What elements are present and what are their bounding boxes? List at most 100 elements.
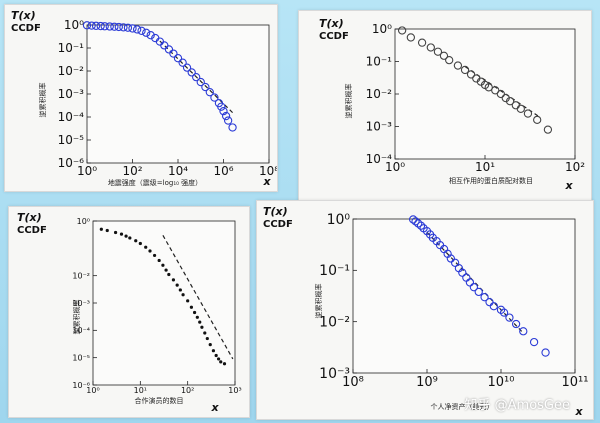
data-point	[446, 254, 455, 263]
x-tick-label: 10⁸	[342, 375, 364, 390]
y-axis-label: 逆累积概率	[314, 284, 323, 319]
data-point	[219, 360, 223, 364]
data-point	[161, 263, 165, 267]
y-tick-label: 10⁻³	[58, 87, 85, 101]
plot-area	[352, 218, 576, 374]
chart-panel-protein: T(x) CCDF 逆累积概率 相互作用的蛋白质配对数目 x 10⁰ 10¹ 10² 10⁰ 10…	[298, 10, 592, 202]
y-tick-label: 10⁰	[64, 18, 84, 32]
y-tick-label: 10⁻¹	[58, 41, 85, 55]
data-point	[216, 357, 221, 361]
y-tick-label: 10⁻⁵	[58, 133, 85, 147]
data-point	[221, 111, 231, 121]
chart-panel-wealth: T(x) CCDF 逆累积概率 个人净资产（美元） x 10⁸ 10⁹ 10¹⁰ 10¹¹ 10⁰…	[256, 200, 594, 420]
data-point	[416, 221, 426, 230]
data-point	[201, 82, 210, 92]
y-tick-label: 10⁻⁶	[58, 156, 85, 170]
data-point	[208, 343, 212, 347]
x-tick-label: 10²	[181, 386, 194, 395]
data-point	[187, 68, 196, 77]
data-point	[505, 97, 515, 106]
data-point	[406, 33, 415, 42]
corner-label-tx: T(x)	[17, 211, 42, 224]
data-point	[453, 61, 463, 70]
data-point	[217, 102, 226, 111]
data-point	[516, 104, 525, 113]
y-tick-label: 10⁻²	[72, 271, 90, 280]
y-tick-label: 10⁻²	[319, 315, 350, 331]
x-tick-label: 10¹	[134, 386, 147, 395]
data-point	[499, 308, 509, 317]
data-point	[171, 278, 176, 282]
data-point	[474, 287, 483, 297]
data-point	[228, 123, 237, 132]
x-tick-label: 10²	[565, 160, 585, 174]
data-point	[119, 232, 124, 236]
data-point	[445, 56, 454, 65]
y-tick-label: 10⁻³	[72, 299, 90, 308]
y-axis-label: 逆累积概率	[344, 84, 353, 119]
data-point	[91, 21, 101, 30]
corner-label-ccdf: CCDF	[17, 225, 47, 236]
data-point	[169, 49, 178, 58]
data-point	[211, 349, 216, 353]
x-tick-label: 10⁰	[86, 386, 99, 395]
x-axis-label: 合作演员的数目	[135, 396, 184, 405]
y-axis-label: 逆累积概率	[38, 83, 47, 118]
data-point	[124, 234, 128, 238]
data-point	[186, 299, 190, 303]
plot-area	[92, 220, 236, 386]
data-point	[205, 88, 214, 97]
data-point	[533, 115, 542, 125]
data-point	[200, 325, 204, 329]
data-point	[458, 268, 467, 277]
x-tick-label: 10⁰	[385, 160, 405, 174]
data-point	[173, 54, 183, 63]
data-point	[128, 236, 132, 240]
data-point	[99, 227, 103, 231]
y-tick-label: 10⁻⁶	[72, 381, 90, 390]
data-point	[192, 310, 197, 315]
y-tick-label: 10⁻⁴	[72, 326, 90, 335]
x-tick-label: 10⁴	[168, 164, 188, 178]
data-point	[137, 26, 146, 35]
y-tick-label: 10⁻³	[366, 120, 393, 134]
data-point	[114, 22, 123, 32]
data-point	[146, 31, 155, 40]
plot-area	[394, 28, 576, 160]
data-point	[128, 24, 137, 33]
x-axis-label: 相互作用的蛋白质配对数目	[449, 176, 533, 185]
data-point	[181, 293, 185, 297]
data-point	[96, 21, 105, 31]
data-point	[178, 288, 182, 292]
x-variable-label: x	[210, 401, 219, 414]
data-point	[433, 47, 443, 56]
data-point	[414, 219, 423, 228]
data-point	[100, 22, 109, 31]
data-point	[511, 319, 521, 329]
x-variable-label: x	[262, 175, 271, 188]
data-point	[105, 22, 114, 31]
data-point	[541, 348, 550, 357]
data-point	[164, 268, 168, 272]
x-tick-label: 10⁸	[259, 164, 277, 178]
data-point	[178, 58, 187, 67]
data-point	[87, 21, 96, 30]
chart-panel-actors: T(x) CCDF 逆累积概率 合作演员的数目 x 10⁰ 10¹ 10² 10³ 10⁰ 10⁻²…	[8, 206, 250, 418]
data-point	[523, 109, 533, 118]
y-axis-label: 逆累积概率	[72, 300, 81, 335]
data-point	[148, 249, 152, 253]
data-point	[196, 77, 205, 87]
data-point	[496, 89, 505, 99]
data-point	[450, 258, 460, 267]
y-tick-label: 10⁻⁴	[58, 110, 85, 124]
data-point	[132, 25, 142, 34]
data-point	[192, 73, 201, 82]
data-point	[167, 272, 171, 277]
data-point	[519, 327, 528, 336]
data-point	[210, 93, 219, 102]
corner-label-tx: T(x)	[11, 9, 36, 22]
y-tick-label: 10⁻⁴	[366, 152, 393, 166]
data-point	[480, 293, 489, 302]
y-tick-label: 10⁻²	[58, 64, 85, 78]
